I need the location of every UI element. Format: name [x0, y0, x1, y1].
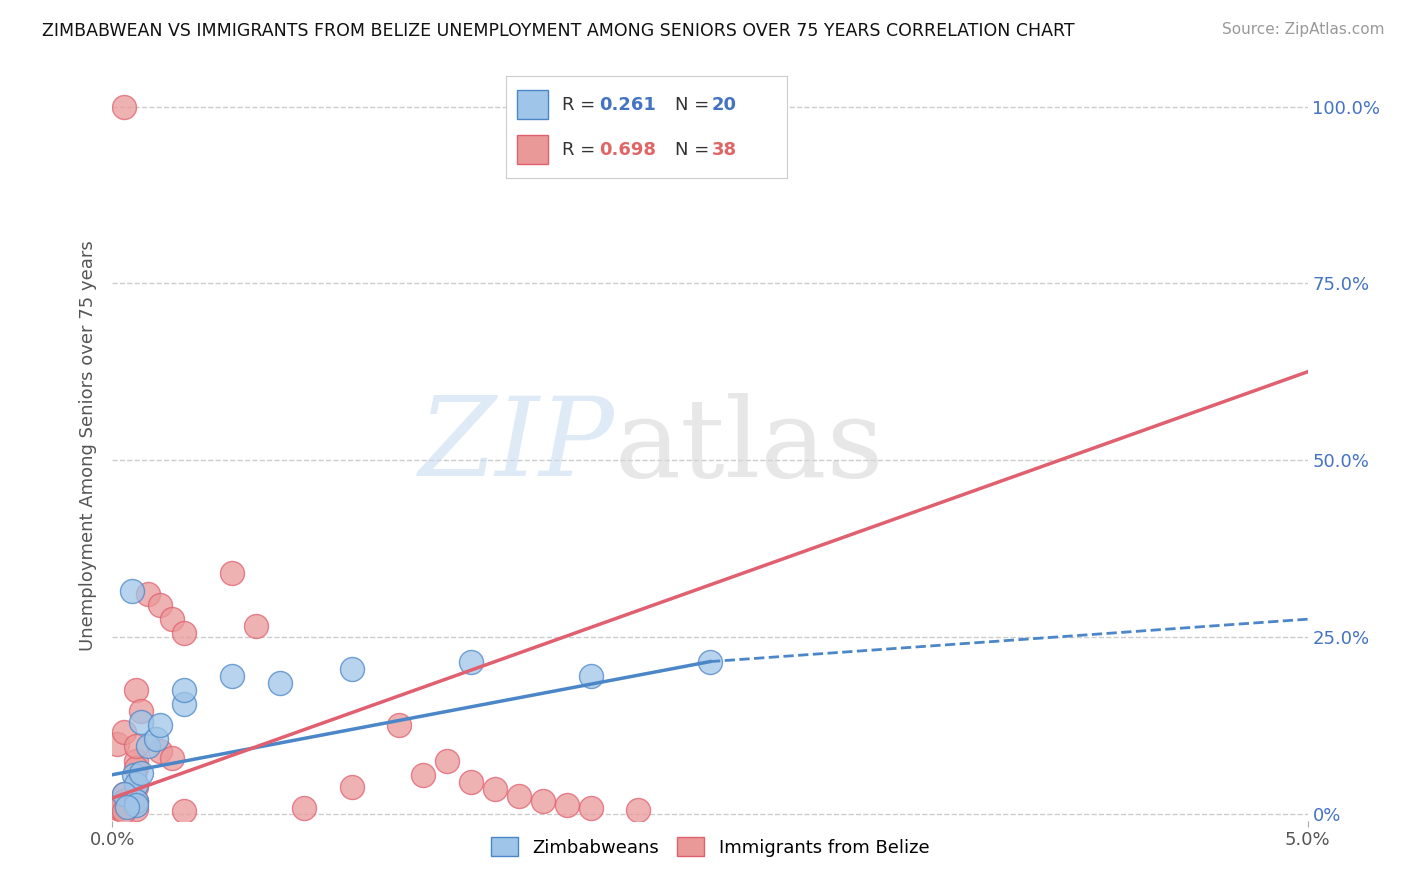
Point	[138, 587, 160, 601]
Point	[125, 777, 148, 791]
Point	[114, 787, 135, 801]
Point	[579, 801, 602, 815]
Point	[173, 804, 195, 818]
Point	[388, 718, 411, 732]
Point	[149, 718, 172, 732]
Point	[114, 797, 135, 812]
Point	[508, 789, 530, 803]
Point	[162, 751, 183, 765]
Point	[173, 697, 195, 711]
Point	[125, 794, 148, 808]
Point	[340, 662, 363, 676]
Text: R =: R =	[562, 141, 602, 159]
Point	[121, 583, 143, 598]
Point	[105, 737, 128, 751]
Point	[245, 619, 267, 633]
Text: ZIP: ZIP	[419, 392, 614, 500]
Point	[531, 794, 554, 808]
Text: 0.261: 0.261	[599, 95, 655, 113]
Point	[125, 798, 148, 813]
Point	[149, 744, 172, 758]
Y-axis label: Unemployment Among Seniors over 75 years: Unemployment Among Seniors over 75 years	[79, 241, 97, 651]
Point	[340, 780, 363, 794]
Point	[555, 798, 578, 813]
Point	[221, 669, 243, 683]
Text: atlas: atlas	[614, 392, 884, 500]
Point	[627, 803, 650, 817]
Point	[436, 754, 458, 768]
Point	[125, 682, 148, 697]
Point	[105, 801, 128, 815]
Point	[125, 802, 148, 816]
Point	[484, 781, 506, 796]
Text: ZIMBABWEAN VS IMMIGRANTS FROM BELIZE UNEMPLOYMENT AMONG SENIORS OVER 75 YEARS CO: ZIMBABWEAN VS IMMIGRANTS FROM BELIZE UNE…	[42, 22, 1074, 40]
Point	[460, 655, 482, 669]
Point	[129, 714, 152, 729]
Point	[269, 675, 291, 690]
Point	[125, 761, 148, 775]
Point	[162, 612, 183, 626]
Point	[125, 780, 148, 794]
Text: N =: N =	[675, 95, 714, 113]
Point	[579, 669, 602, 683]
Text: R =: R =	[562, 95, 602, 113]
Point	[114, 804, 135, 818]
Text: 0.698: 0.698	[599, 141, 657, 159]
Text: Source: ZipAtlas.com: Source: ZipAtlas.com	[1222, 22, 1385, 37]
FancyBboxPatch shape	[517, 90, 548, 119]
Point	[149, 598, 172, 612]
Point	[125, 739, 148, 754]
Point	[460, 774, 482, 789]
Point	[114, 787, 135, 801]
Point	[412, 767, 434, 781]
Point	[122, 767, 145, 781]
Point	[699, 655, 721, 669]
Point	[114, 794, 135, 808]
Point	[114, 100, 135, 114]
Point	[138, 739, 160, 754]
Point	[129, 704, 152, 718]
Legend: Zimbabweans, Immigrants from Belize: Zimbabweans, Immigrants from Belize	[484, 830, 936, 864]
Point	[292, 801, 315, 815]
Text: 38: 38	[711, 141, 737, 159]
Point	[173, 682, 195, 697]
Point	[145, 732, 167, 747]
Point	[129, 765, 152, 780]
Text: N =: N =	[675, 141, 714, 159]
Point	[125, 754, 148, 768]
Point	[115, 799, 138, 814]
Point	[108, 801, 131, 815]
FancyBboxPatch shape	[517, 136, 548, 164]
Point	[114, 725, 135, 739]
Point	[125, 794, 148, 808]
Point	[221, 566, 243, 581]
Text: 20: 20	[711, 95, 737, 113]
Point	[173, 626, 195, 640]
